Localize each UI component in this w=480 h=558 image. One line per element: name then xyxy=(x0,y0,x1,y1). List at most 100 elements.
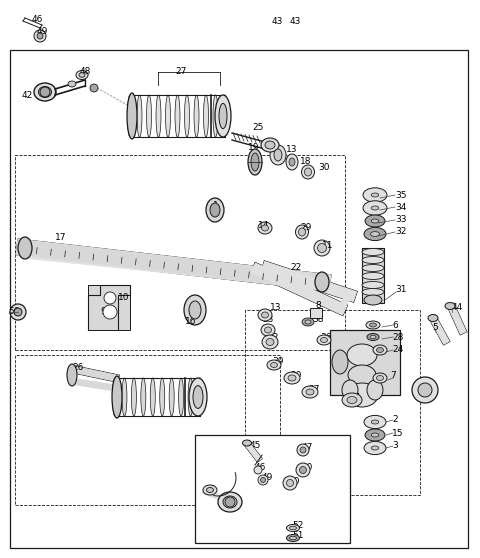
Ellipse shape xyxy=(215,95,231,137)
Ellipse shape xyxy=(34,83,56,101)
Ellipse shape xyxy=(194,95,199,137)
Ellipse shape xyxy=(364,228,386,240)
Ellipse shape xyxy=(132,378,136,416)
Ellipse shape xyxy=(219,103,227,128)
Ellipse shape xyxy=(287,525,300,532)
Ellipse shape xyxy=(169,378,174,416)
Circle shape xyxy=(254,466,262,474)
Ellipse shape xyxy=(371,420,379,424)
Ellipse shape xyxy=(362,288,384,296)
Ellipse shape xyxy=(371,446,379,450)
Ellipse shape xyxy=(364,295,382,305)
Circle shape xyxy=(103,305,117,319)
Ellipse shape xyxy=(288,375,296,381)
Ellipse shape xyxy=(267,360,281,370)
Ellipse shape xyxy=(137,95,142,137)
Text: 33: 33 xyxy=(395,215,407,224)
Ellipse shape xyxy=(317,335,331,345)
Ellipse shape xyxy=(166,95,170,137)
Text: 42: 42 xyxy=(22,90,33,99)
Ellipse shape xyxy=(306,389,314,395)
Text: 34: 34 xyxy=(395,203,407,211)
Circle shape xyxy=(225,497,235,507)
Ellipse shape xyxy=(315,272,329,292)
Circle shape xyxy=(297,444,309,456)
Text: 2: 2 xyxy=(392,416,397,425)
Bar xyxy=(88,285,130,330)
Ellipse shape xyxy=(271,363,277,368)
Ellipse shape xyxy=(175,95,180,137)
Ellipse shape xyxy=(305,320,311,324)
Text: 29: 29 xyxy=(300,224,312,233)
Circle shape xyxy=(10,304,26,320)
Circle shape xyxy=(283,476,297,490)
Ellipse shape xyxy=(193,386,203,408)
Text: 41: 41 xyxy=(225,498,236,507)
Ellipse shape xyxy=(289,158,295,166)
Ellipse shape xyxy=(364,441,386,455)
Text: 32: 32 xyxy=(395,228,407,237)
Text: 47: 47 xyxy=(302,444,313,453)
Ellipse shape xyxy=(362,272,384,280)
Ellipse shape xyxy=(371,232,380,237)
Ellipse shape xyxy=(206,198,224,222)
Circle shape xyxy=(412,377,438,403)
Ellipse shape xyxy=(302,386,318,398)
Ellipse shape xyxy=(127,93,137,139)
Text: 30: 30 xyxy=(318,163,329,172)
Text: 46: 46 xyxy=(255,464,266,473)
Text: 4: 4 xyxy=(425,383,431,392)
Ellipse shape xyxy=(301,165,314,179)
Text: 15: 15 xyxy=(392,429,404,437)
Circle shape xyxy=(104,292,116,304)
Ellipse shape xyxy=(332,350,348,374)
Ellipse shape xyxy=(371,193,379,197)
Ellipse shape xyxy=(342,380,358,400)
Ellipse shape xyxy=(289,526,297,530)
Bar xyxy=(15,355,280,505)
Text: 17: 17 xyxy=(55,233,67,243)
Text: 44: 44 xyxy=(452,304,463,312)
Circle shape xyxy=(40,87,50,97)
Ellipse shape xyxy=(261,324,275,336)
Text: 26: 26 xyxy=(72,363,84,373)
Text: 27: 27 xyxy=(175,68,186,76)
Ellipse shape xyxy=(204,95,208,137)
Ellipse shape xyxy=(206,488,214,493)
Ellipse shape xyxy=(373,373,387,383)
Ellipse shape xyxy=(184,95,190,137)
Circle shape xyxy=(261,478,265,483)
Circle shape xyxy=(14,308,22,316)
Ellipse shape xyxy=(428,315,438,321)
Ellipse shape xyxy=(362,264,384,272)
Ellipse shape xyxy=(18,237,32,259)
Text: 12: 12 xyxy=(268,334,279,343)
Text: 14: 14 xyxy=(258,220,269,229)
Ellipse shape xyxy=(286,154,298,170)
Text: 37: 37 xyxy=(308,386,320,395)
Text: 3: 3 xyxy=(392,441,398,450)
Ellipse shape xyxy=(304,168,312,176)
Ellipse shape xyxy=(262,312,268,318)
Text: 21: 21 xyxy=(350,393,361,402)
Ellipse shape xyxy=(317,243,326,253)
Ellipse shape xyxy=(347,397,357,403)
Bar xyxy=(310,308,322,318)
Ellipse shape xyxy=(79,73,85,77)
Ellipse shape xyxy=(367,334,379,340)
Ellipse shape xyxy=(370,323,376,327)
Ellipse shape xyxy=(38,86,51,98)
Ellipse shape xyxy=(287,535,300,541)
Text: 28: 28 xyxy=(392,333,403,341)
Ellipse shape xyxy=(302,318,314,326)
Ellipse shape xyxy=(289,536,297,540)
Ellipse shape xyxy=(284,372,300,384)
Ellipse shape xyxy=(189,301,201,319)
Ellipse shape xyxy=(262,335,278,349)
Ellipse shape xyxy=(218,492,242,512)
Circle shape xyxy=(258,475,268,485)
Ellipse shape xyxy=(296,225,309,239)
Ellipse shape xyxy=(362,281,384,288)
Text: 45: 45 xyxy=(250,440,262,450)
Circle shape xyxy=(287,479,293,487)
